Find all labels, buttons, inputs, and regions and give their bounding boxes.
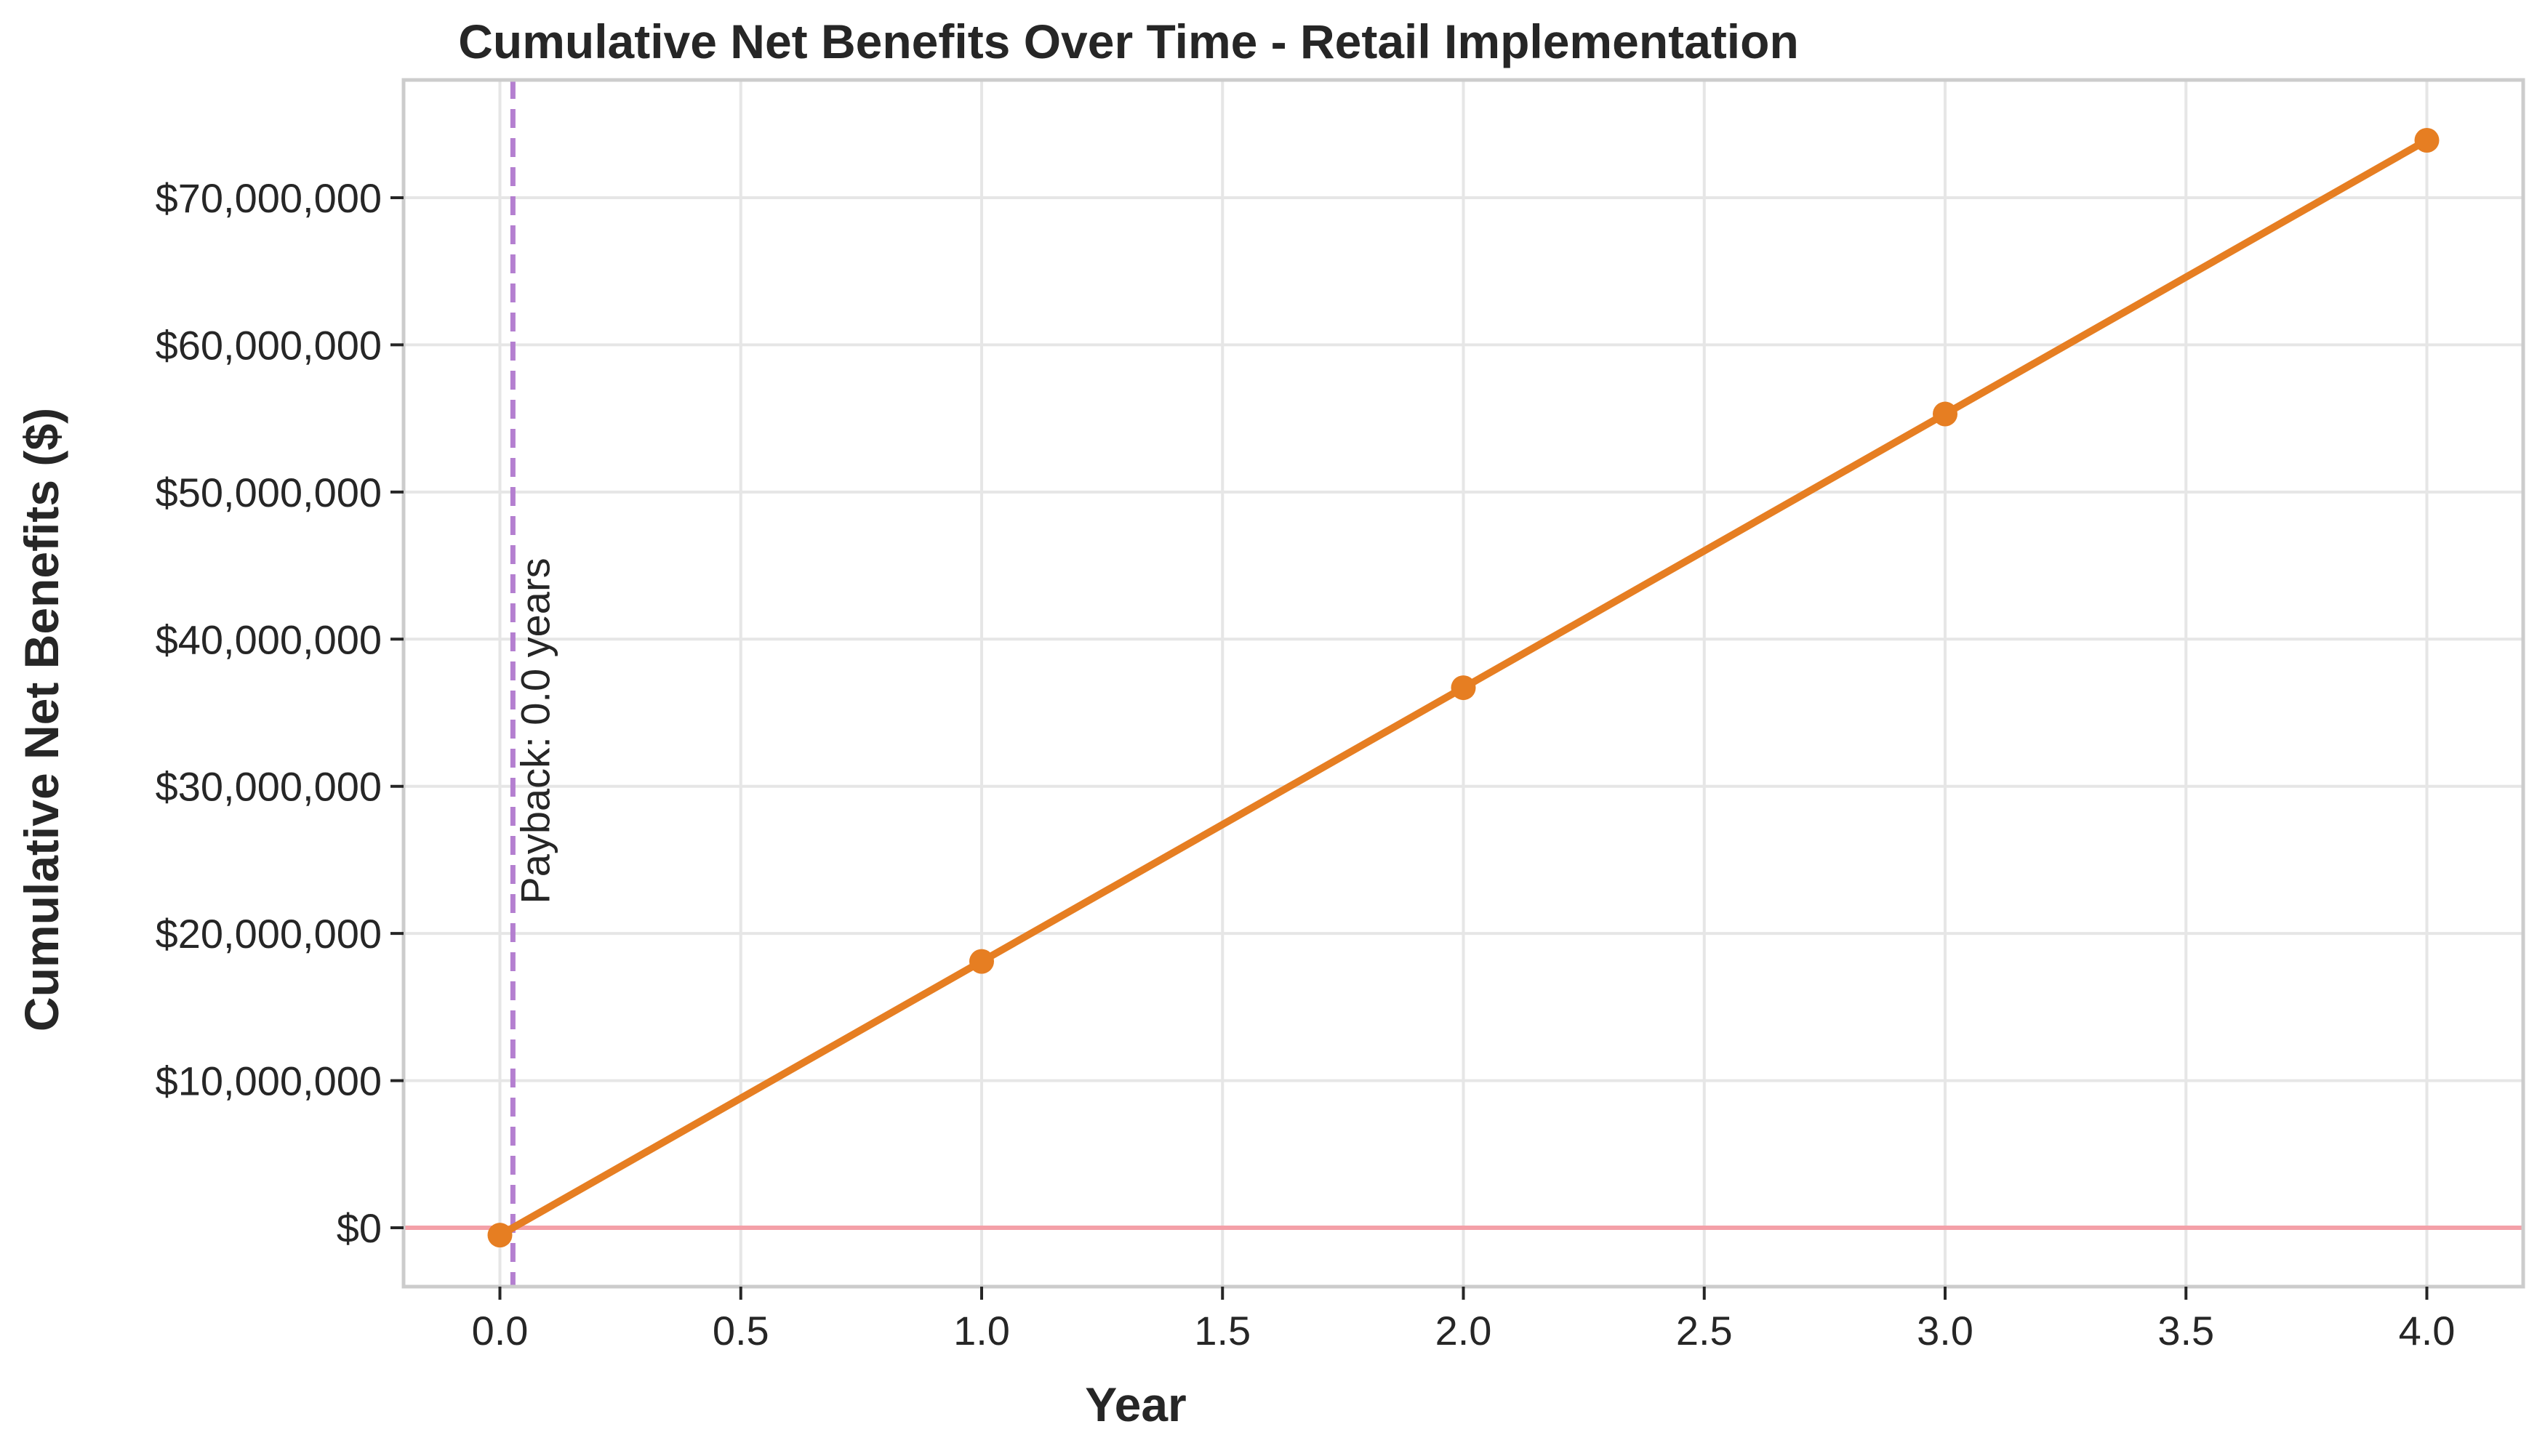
payback-annotation: Payback: 0.0 years — [512, 558, 558, 904]
data-point — [1451, 675, 1476, 701]
x-tick-label: 2.0 — [1435, 1308, 1492, 1354]
y-tick-label: $60,000,000 — [156, 322, 382, 368]
x-tick-label: 2.5 — [1676, 1308, 1733, 1354]
y-tick-label: $20,000,000 — [156, 911, 382, 957]
y-tick-label: $0 — [337, 1205, 382, 1251]
grid — [404, 80, 2523, 1287]
x-tick-label: 1.5 — [1194, 1308, 1251, 1354]
reference-lines — [404, 80, 2523, 1287]
series-layer — [487, 128, 2440, 1248]
x-tick-label: 0.0 — [472, 1308, 529, 1354]
data-point — [1933, 401, 1957, 427]
y-tick-label: $10,000,000 — [156, 1058, 382, 1104]
x-tick-label: 4.0 — [2399, 1308, 2456, 1354]
ticks: 0.0 0.5 1.0 1.5 2.0 2.5 3.0 3.5 4.0 $0 $10,000,000… — [156, 175, 2456, 1354]
x-tick-label: 3.5 — [2157, 1308, 2214, 1354]
y-tick-label: $30,000,000 — [156, 764, 382, 810]
annotations: Payback: 0.0 years — [512, 558, 558, 904]
y-tick-label: $40,000,000 — [156, 616, 382, 662]
x-axis-label: Year — [1085, 1377, 1186, 1431]
y-axis-label: Cumulative Net Benefits ($) — [15, 408, 68, 1031]
data-point — [969, 949, 994, 974]
data-point — [2414, 128, 2440, 153]
x-tick-label: 0.5 — [713, 1308, 769, 1354]
x-tick-label: 1.0 — [953, 1308, 1010, 1354]
data-point — [487, 1223, 513, 1248]
y-tick-label: $50,000,000 — [156, 470, 382, 515]
x-tick-label: 3.0 — [1917, 1308, 1973, 1354]
chart-title: Cumulative Net Benefits Over Time - Reta… — [458, 15, 1799, 68]
y-tick-label: $70,000,000 — [156, 175, 382, 221]
